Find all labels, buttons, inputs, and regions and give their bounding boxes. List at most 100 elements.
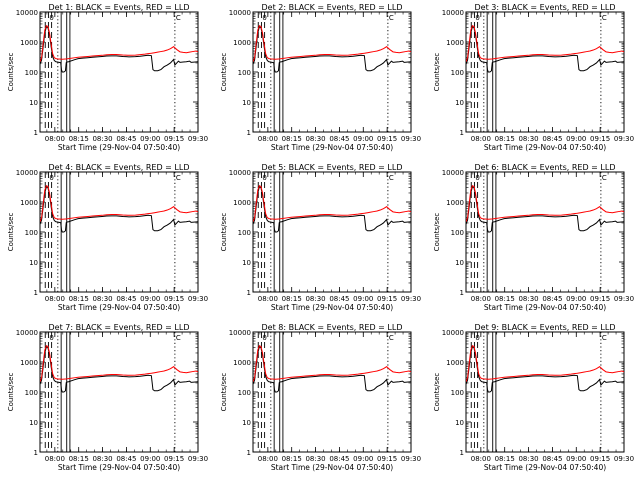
x-tick-label: 09:30	[401, 135, 421, 143]
x-tick-label: 08:45	[542, 135, 562, 143]
chart-title: Det 6: BLACK = Events, RED = LLD	[475, 163, 616, 172]
x-axis-label: Start Time (29-Nov-04 07:50:40)	[271, 463, 393, 472]
x-axis-label: Start Time (29-Nov-04 07:50:40)	[271, 143, 393, 152]
series-line-events	[40, 186, 198, 233]
x-tick-label: 09:00	[353, 135, 373, 143]
x-tick-label: 09:00	[140, 135, 160, 143]
series-line-events	[466, 186, 624, 233]
y-tick-label: 1000	[233, 39, 251, 47]
series-line-lld	[253, 344, 411, 382]
x-tick-label: 09:15	[377, 295, 397, 303]
y-axis-label: Counts/sec	[220, 213, 228, 252]
detector-panel-2: Det 2: BLACK = Events, RED = LLD 1 10 100 10…	[220, 3, 421, 152]
series-line-lld	[40, 24, 198, 62]
marker-label: 0	[262, 334, 266, 342]
y-tick-label: 1	[247, 289, 251, 297]
y-axis-label: Counts/sec	[7, 373, 15, 412]
detector-panel-8: Det 8: BLACK = Events, RED = LLD 1 10 100 10…	[220, 323, 421, 472]
series-line-events	[253, 186, 411, 233]
x-tick-label: 08:00	[258, 135, 278, 143]
series-line-lld	[40, 344, 198, 382]
y-tick-label: 1	[34, 129, 38, 137]
marker-label: C	[389, 334, 394, 342]
x-tick-label: 08:00	[471, 455, 491, 463]
marker-label: 0	[475, 334, 479, 342]
y-axis-label: Counts/sec	[220, 373, 228, 412]
x-tick-label: 08:30	[305, 135, 325, 143]
x-tick-label: 09:15	[590, 455, 610, 463]
y-tick-label: 1000	[20, 199, 38, 207]
x-tick-label: 08:45	[116, 135, 136, 143]
y-tick-label: 10	[242, 99, 251, 107]
series-line-lld	[253, 184, 411, 222]
y-tick-label: 10	[242, 419, 251, 427]
y-tick-label: 1000	[233, 359, 251, 367]
y-tick-label: 100	[25, 389, 38, 397]
y-tick-label: 10000	[442, 329, 464, 337]
x-tick-label: 08:30	[305, 455, 325, 463]
chart-title: Det 2: BLACK = Events, RED = LLD	[262, 3, 403, 12]
series-line-events	[253, 26, 411, 73]
marker-label: C	[176, 334, 181, 342]
x-tick-label: 08:15	[69, 295, 89, 303]
series-line-events	[40, 26, 198, 73]
x-tick-label: 08:00	[45, 135, 65, 143]
x-tick-label: 08:30	[518, 455, 538, 463]
x-tick-label: 08:30	[305, 295, 325, 303]
x-tick-label: 09:15	[377, 455, 397, 463]
y-tick-label: 10	[455, 419, 464, 427]
x-axis-label: Start Time (29-Nov-04 07:50:40)	[484, 463, 606, 472]
detector-panel-5: Det 5: BLACK = Events, RED = LLD 1 10 100 10…	[220, 163, 421, 312]
y-tick-label: 100	[25, 229, 38, 237]
y-tick-label: 100	[451, 69, 464, 77]
y-tick-label: 1000	[20, 39, 38, 47]
y-tick-label: 100	[451, 229, 464, 237]
series-group	[40, 344, 198, 393]
y-tick-label: 1000	[20, 359, 38, 367]
y-tick-label: 10000	[229, 169, 251, 177]
series-group	[253, 184, 411, 233]
y-tick-label: 1000	[446, 39, 464, 47]
x-axis-label: Start Time (29-Nov-04 07:50:40)	[484, 303, 606, 312]
marker-label: C	[602, 14, 607, 22]
series-line-lld	[466, 344, 624, 382]
series-group	[40, 184, 198, 233]
series-line-lld	[466, 24, 624, 62]
y-tick-label: 1	[247, 449, 251, 457]
x-tick-label: 08:00	[471, 295, 491, 303]
series-line-events	[466, 346, 624, 393]
detector-panel-6: Det 6: BLACK = Events, RED = LLD 1 10 100 10…	[433, 163, 634, 312]
x-tick-label: 09:00	[140, 455, 160, 463]
series-group	[466, 184, 624, 233]
series-line-events	[253, 346, 411, 393]
marker-label: 0	[475, 14, 479, 22]
series-group	[253, 344, 411, 393]
x-tick-label: 08:45	[542, 295, 562, 303]
x-tick-label: 09:30	[188, 455, 208, 463]
y-tick-label: 10	[455, 259, 464, 267]
marker-label: 0	[262, 14, 266, 22]
marker-label: C	[602, 334, 607, 342]
x-tick-label: 09:00	[353, 295, 373, 303]
y-tick-label: 1	[247, 129, 251, 137]
marker-label: 0	[475, 174, 479, 182]
marker-label: C	[389, 14, 394, 22]
x-tick-label: 08:30	[92, 295, 112, 303]
chart-title: Det 4: BLACK = Events, RED = LLD	[49, 163, 190, 172]
y-tick-label: 1	[460, 129, 464, 137]
x-tick-label: 09:00	[566, 455, 586, 463]
detector-panel-4: Det 4: BLACK = Events, RED = LLD 1 10 100 10…	[7, 163, 208, 312]
x-tick-label: 08:45	[329, 295, 349, 303]
y-axis-label: Counts/sec	[220, 53, 228, 92]
marker-label: C	[176, 14, 181, 22]
marker-label: C	[602, 174, 607, 182]
x-tick-label: 08:15	[495, 135, 515, 143]
y-tick-label: 10	[455, 99, 464, 107]
detector-panel-9: Det 9: BLACK = Events, RED = LLD 1 10 100 10…	[433, 323, 634, 472]
y-tick-label: 10000	[229, 329, 251, 337]
x-axis-label: Start Time (29-Nov-04 07:50:40)	[484, 143, 606, 152]
y-axis-label: Counts/sec	[433, 213, 441, 252]
y-tick-label: 100	[238, 69, 251, 77]
x-tick-label: 08:00	[45, 455, 65, 463]
